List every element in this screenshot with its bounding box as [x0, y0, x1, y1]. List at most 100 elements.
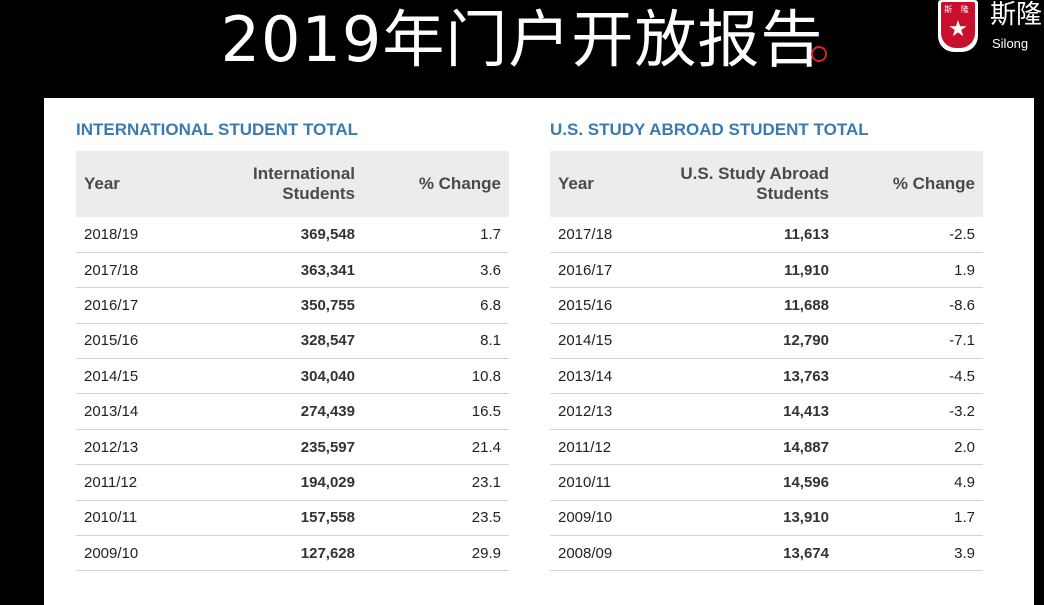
cell-year: 2016/17 — [558, 261, 613, 279]
cell-year: 2015/16 — [84, 332, 139, 350]
cell-year: 2012/13 — [84, 438, 139, 456]
table-row: 2012/13 14,413 -3.2 — [550, 394, 983, 430]
cell-count: 274,439 — [300, 403, 355, 421]
shield-glyphs: 斯 隆 — [944, 5, 972, 14]
table-row: 2009/10 13,910 1.7 — [550, 500, 983, 536]
cell-count: 157,558 — [300, 509, 355, 527]
table-row: 2018/19 369,548 1.7 — [76, 217, 509, 253]
cell-count: 13,910 — [783, 509, 829, 527]
cell-change: 23.5 — [471, 509, 501, 527]
table-row: 2010/11 157,558 23.5 — [76, 500, 509, 536]
cell-year: 2013/14 — [558, 367, 613, 385]
table-row: 2011/12 14,887 2.0 — [550, 429, 983, 465]
table-heading: INTERNATIONAL STUDENT TOTAL — [76, 120, 359, 139]
cell-change: -7.1 — [949, 332, 975, 350]
cell-change: 10.8 — [471, 367, 501, 385]
cell-count: 127,628 — [300, 544, 355, 562]
cell-count: 14,596 — [783, 473, 829, 491]
table-row: 2009/10 127,628 29.9 — [76, 536, 509, 571]
table-heading: U.S. STUDY ABROAD STUDENT TOTAL — [550, 120, 869, 139]
col-header-change: % Change — [892, 174, 975, 193]
cell-change: 1.7 — [954, 509, 975, 527]
cell-change: 3.9 — [954, 544, 975, 562]
cell-change: 2.0 — [954, 438, 975, 456]
cell-year: 2012/13 — [558, 403, 613, 421]
cell-change: 8.1 — [480, 332, 501, 350]
table-row: 2011/12 194,029 23.1 — [76, 465, 509, 501]
cell-count: 11,910 — [783, 261, 829, 279]
cell-change: 6.8 — [480, 296, 501, 314]
cell-count: 304,040 — [300, 367, 355, 385]
slide-title: 2019年门户开放报告 — [220, 3, 824, 76]
table-row: 2013/14 274,439 16.5 — [76, 394, 509, 430]
col-header-change: % Change — [418, 174, 501, 193]
col-header-count: U.S. Study Abroad Students — [680, 164, 829, 203]
cell-year: 2014/15 — [84, 367, 139, 385]
cell-count: 369,548 — [300, 225, 355, 243]
table-row: 2008/09 13,674 3.9 — [550, 536, 983, 571]
cell-change: -4.5 — [949, 367, 975, 385]
table-row: 2012/13 235,597 21.4 — [76, 429, 509, 465]
table-header-row: Year U.S. Study Abroad Students % Change — [550, 151, 983, 217]
cell-count: 235,597 — [300, 438, 355, 456]
right-edge-strip — [1034, 98, 1044, 605]
table-row: 2015/16 11,688 -8.6 — [550, 288, 983, 324]
cell-count: 350,755 — [300, 296, 355, 314]
cell-year: 2011/12 — [84, 473, 138, 491]
cell-year: 2017/18 — [84, 261, 139, 279]
cell-count: 194,029 — [300, 473, 355, 491]
cell-count: 14,887 — [783, 438, 829, 456]
cell-year: 2017/18 — [558, 225, 613, 243]
pointer-cursor-icon — [811, 46, 827, 62]
cell-change: 29.9 — [471, 544, 501, 562]
cell-count: 363,341 — [300, 261, 355, 279]
cell-count: 11,613 — [783, 225, 829, 243]
cell-count: 13,674 — [783, 544, 829, 562]
star-icon: ★ — [948, 16, 968, 41]
table-header-row: Year International Students % Change — [76, 151, 509, 217]
col-header-count: International Students — [252, 164, 355, 203]
cell-year: 2016/17 — [84, 296, 139, 314]
cell-count: 12,790 — [783, 332, 829, 350]
table-row: 2016/17 350,755 6.8 — [76, 288, 509, 324]
table-row: 2017/18 11,613 -2.5 — [550, 217, 983, 253]
cell-change: 16.5 — [471, 403, 501, 421]
table-row: 2014/15 12,790 -7.1 — [550, 323, 983, 359]
cell-year: 2018/19 — [84, 225, 139, 243]
study-abroad-students-table: Year U.S. Study Abroad Students % Change… — [550, 151, 983, 571]
cell-year: 2011/12 — [558, 438, 612, 456]
col-header-year: Year — [84, 174, 120, 193]
cell-year: 2010/11 — [84, 509, 138, 527]
cell-year: 2008/09 — [558, 544, 613, 562]
cell-year: 2009/10 — [558, 509, 613, 527]
cell-change: -2.5 — [949, 225, 975, 243]
cell-count: 14,413 — [783, 403, 829, 421]
table-row: 2015/16 328,547 8.1 — [76, 323, 509, 359]
table-row: 2014/15 304,040 10.8 — [76, 359, 509, 394]
cell-change: 4.9 — [954, 473, 975, 491]
table-row: 2013/14 13,763 -4.5 — [550, 359, 983, 394]
cell-change: 21.4 — [471, 438, 501, 456]
school-logo: 斯 隆 ★ 斯隆 Silong — [938, 0, 1044, 60]
col-header-year: Year — [558, 174, 594, 193]
table-row: 2017/18 363,341 3.6 — [76, 252, 509, 288]
cell-year: 2013/14 — [84, 403, 139, 421]
international-students-table: Year International Students % Change 201… — [76, 151, 509, 571]
logo-cn-text: 斯隆 — [990, 0, 1043, 30]
cell-year: 2009/10 — [84, 544, 139, 562]
cell-count: 328,547 — [300, 332, 355, 350]
content-panel: INTERNATIONAL STUDENT TOTAL Year Interna… — [44, 98, 1034, 605]
cell-change: 3.6 — [480, 261, 501, 279]
cell-count: 13,763 — [783, 367, 829, 385]
cell-year: 2010/11 — [558, 473, 612, 491]
table-row: 2010/11 14,596 4.9 — [550, 465, 983, 501]
table-row: 2016/17 11,910 1.9 — [550, 252, 983, 288]
cell-year: 2015/16 — [558, 296, 613, 314]
shield-icon: 斯 隆 ★ — [938, 0, 978, 52]
logo-en-text: Silong — [992, 36, 1029, 51]
cell-change: 1.7 — [480, 225, 501, 243]
cell-change: 23.1 — [471, 473, 501, 491]
cell-year: 2014/15 — [558, 332, 613, 350]
cell-count: 11,688 — [783, 296, 829, 314]
cell-change: 1.9 — [954, 261, 975, 279]
